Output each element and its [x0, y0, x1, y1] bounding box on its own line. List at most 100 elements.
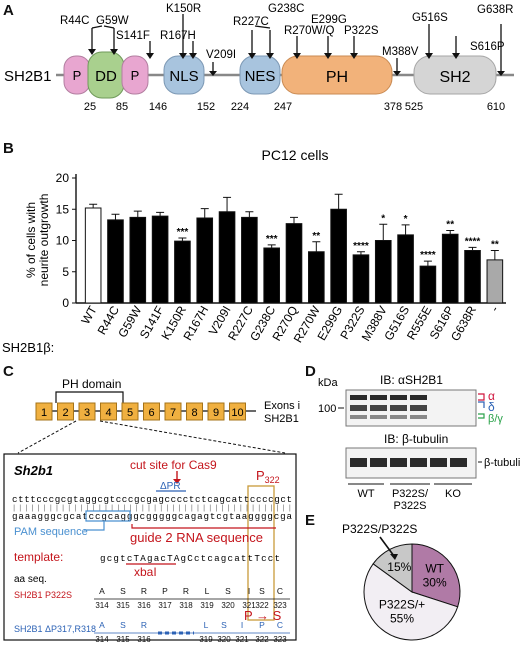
ph-domain-bracket: [55, 391, 124, 403]
pie-value-line: WT: [425, 562, 444, 576]
residue: R: [141, 586, 147, 596]
exon-box: [78, 402, 96, 421]
pie-value-line: 30%: [423, 576, 447, 590]
mutation-label: S141F: [116, 30, 150, 42]
mutation-label: G59W: [96, 15, 129, 27]
group-wt: WT: [357, 488, 374, 500]
exon-number: 4: [105, 407, 111, 419]
pam-leader: [84, 521, 105, 531]
significance-label: **: [446, 220, 454, 231]
kda-label: kDa: [318, 377, 338, 389]
significance-label: ****: [353, 241, 369, 252]
panel-b-bar-chart: PC12 cells % of cells withneurite outgro…: [2, 147, 506, 355]
pam-label: PAM sequence: [14, 526, 88, 538]
residue-number: 320: [217, 635, 231, 644]
ib-tubulin-label: IB: β-tubulin: [384, 432, 448, 446]
bar-WT: [84, 207, 102, 304]
zoom-line-left: [17, 420, 77, 454]
mutation-label: R44C: [60, 15, 89, 27]
residue: A: [99, 586, 105, 596]
chart-bars: ****** ******* *********** **: [84, 193, 504, 304]
bar-G59W: [129, 216, 147, 304]
protein-label: SH2B1: [4, 68, 52, 85]
pie-callout-arrow: [379, 536, 395, 557]
chart-x-prefix: SH2B1β:: [2, 340, 54, 355]
significance-label: **: [312, 231, 320, 242]
pam-box: [85, 510, 131, 522]
bar-R227C: [241, 216, 258, 304]
residue: S: [120, 620, 126, 630]
sequence-top-strand: ctttcccgcgtaggcgtcccgcgagcccctctcagcattc…: [12, 494, 292, 505]
panel-e-pie-chart: WT 30% P322S/+ 55% 15% P322S/P322S: [342, 522, 461, 641]
x-tick-label: WT: [78, 303, 100, 327]
exon-number: 9: [213, 407, 219, 419]
exon-number: 10: [231, 407, 243, 419]
panel-letter-d: D: [305, 363, 316, 380]
residue: S: [225, 586, 231, 596]
gene-name: Sh2b1: [14, 463, 53, 478]
exon-box: [143, 402, 160, 421]
exon-caption-2: SH2B1: [264, 413, 299, 425]
mutation-label: G638R: [477, 4, 513, 16]
bar-P322S: [352, 254, 370, 304]
panel-letter-a: A: [3, 2, 14, 19]
significance-label: *: [381, 213, 385, 224]
y-tick-label: 15: [56, 202, 70, 216]
exon-box: [121, 402, 139, 421]
residue-number: 323: [273, 635, 287, 644]
cut-site-label: cut site for Cas9: [130, 458, 217, 472]
bar-R270W: [308, 251, 325, 304]
guide-bracket: [131, 524, 276, 529]
bar-K150R: [174, 240, 191, 304]
significance-label: *: [404, 214, 408, 225]
delta-bracket: [478, 401, 485, 408]
exon-number: 2: [62, 407, 68, 419]
p-to-s-label: P → S: [244, 608, 282, 623]
position-label: 85: [116, 101, 128, 113]
position-label: 224: [231, 101, 249, 113]
exon-box: [186, 402, 203, 421]
tubulin-label: β-tubulin: [484, 457, 520, 469]
ph-domain-label: PH domain: [62, 377, 121, 391]
residue: C: [277, 586, 283, 596]
x-tick-label: -: [487, 304, 501, 314]
residue-number: 316: [137, 635, 151, 644]
pie-value-line: 55%: [390, 612, 414, 626]
panel-a-domain-map: SH2B1 P DD P NLS NES PH SH2 25 85 146 15…: [4, 3, 514, 113]
bar-V209I: [218, 211, 236, 304]
template-label: template:: [14, 550, 63, 564]
exon-number: 3: [84, 407, 90, 419]
alpha-bracket: [478, 393, 485, 401]
isoform-alpha: α: [488, 389, 495, 403]
significance-label: ****: [465, 236, 481, 247]
domain-label-nls: NLS: [169, 68, 198, 85]
pie-value-label: P322S/+ 55%: [379, 598, 425, 626]
chart-y-axis-label: % of cells withneurite outgrowth: [24, 194, 51, 287]
exon-box: [164, 402, 182, 421]
residue: I: [241, 620, 243, 630]
mutation-label: R227C: [233, 16, 269, 28]
xbai-label: xbaI: [134, 565, 157, 579]
cut-site-arrowhead: [173, 479, 181, 484]
position-label: 25: [84, 101, 96, 113]
pie-slice-P322S/P322S: [372, 543, 413, 593]
residue-number: 321: [235, 635, 249, 644]
mutation-label: S616P: [470, 41, 505, 53]
mutation-label: P322S: [344, 25, 379, 37]
significance-label: **: [491, 240, 499, 251]
residue: S: [221, 620, 227, 630]
pie-callout-arrowhead: [390, 554, 398, 560]
residue: L: [204, 620, 209, 630]
exon-caption-1: Exons in: [264, 400, 300, 412]
y-tick-label: 0: [62, 296, 69, 310]
domain-label-nes: NES: [245, 68, 276, 85]
pie-value-line: P322S/+: [379, 598, 425, 612]
residue-number: 316: [137, 601, 151, 610]
panel-letter-b: B: [3, 140, 14, 157]
isoform-beta-gamma: β/γ: [488, 413, 503, 425]
residue-number: 318: [179, 601, 193, 610]
residue: R: [183, 586, 189, 596]
residue-number: 320: [221, 601, 235, 610]
mutation-label: V209I: [206, 49, 236, 61]
